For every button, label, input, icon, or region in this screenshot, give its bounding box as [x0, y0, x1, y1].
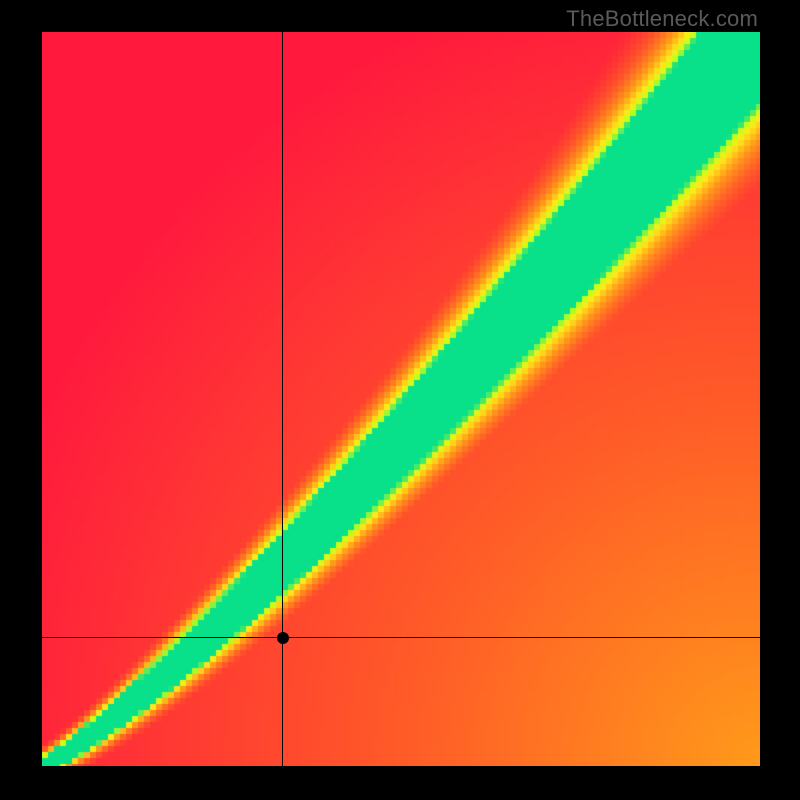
watermark-text: TheBottleneck.com — [566, 6, 758, 32]
heatmap-canvas — [42, 32, 760, 766]
heatmap-plot — [42, 32, 760, 766]
